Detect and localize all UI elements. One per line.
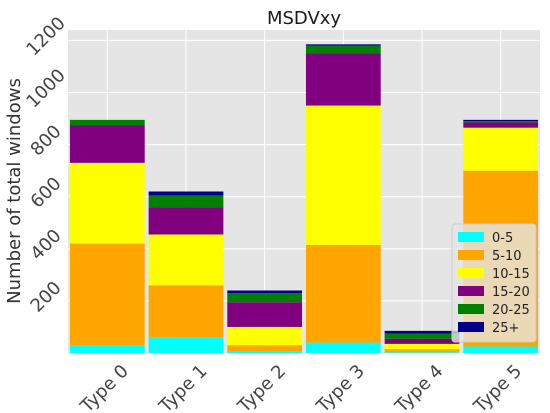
legend-swatch — [458, 322, 484, 332]
y-tick-label: 600 — [27, 173, 66, 212]
chart-title: MSDVxy — [267, 8, 341, 29]
legend: 0-5 5-10 10-15 15-20 20-25 25+ — [451, 223, 537, 343]
bar-segment — [69, 345, 145, 353]
bar-segment — [227, 351, 303, 353]
bar-segment — [463, 121, 539, 123]
legend-label: 10-15 — [492, 267, 530, 282]
bar-segment — [69, 243, 145, 346]
bar-segment — [384, 349, 460, 353]
bar-segment — [148, 285, 224, 338]
bar-segment — [305, 44, 381, 46]
bar-segment — [227, 302, 303, 327]
x-tick-label: Type 0 — [76, 361, 133, 413]
bar-segment — [463, 119, 539, 122]
bar-segment — [305, 45, 381, 54]
legend-swatch — [458, 268, 484, 278]
x-tick-label: Type 3 — [312, 361, 369, 413]
bar-segment — [384, 338, 460, 344]
y-tick-label: 200 — [27, 277, 66, 316]
x-tick-labels: Type 0 Type 1 Type 2 Type 3 Type 4 Type 5 — [76, 361, 526, 413]
bar-segment — [463, 127, 539, 171]
y-tick-label: 800 — [27, 121, 66, 160]
legend-label: 25+ — [492, 321, 519, 336]
bar-segment — [148, 195, 224, 208]
bar-segment — [384, 333, 460, 339]
legend-swatch — [458, 286, 484, 296]
bar-segment — [227, 345, 303, 352]
bar-segment — [305, 105, 381, 245]
bar-segment — [463, 122, 539, 128]
bar-segment — [69, 119, 145, 126]
bar-segment — [384, 330, 460, 334]
bar-segment — [227, 290, 303, 294]
y-tick-label: 1200 — [22, 13, 69, 60]
bar-segment — [305, 244, 381, 343]
bar-segment — [148, 191, 224, 196]
legend-label: 0-5 — [492, 231, 513, 246]
y-tick-label: 1000 — [22, 65, 69, 112]
bar-segment — [148, 207, 224, 235]
legend-swatch — [458, 232, 484, 242]
x-tick-label: Type 1 — [155, 361, 212, 413]
bars-group — [69, 44, 539, 353]
bar-segment — [148, 234, 224, 286]
x-tick-label: Type 5 — [469, 361, 526, 413]
bar-segment — [384, 343, 460, 350]
legend-label: 5-10 — [492, 249, 522, 264]
legend-swatch — [458, 250, 484, 260]
y-tick-labels: 200 400 600 800 1000 1200 — [22, 13, 69, 317]
bar-segment — [148, 337, 224, 353]
y-tick-label: 400 — [27, 225, 66, 264]
y-axis-label: Number of total windows — [4, 78, 25, 304]
legend-swatch — [458, 304, 484, 314]
bar-segment — [384, 352, 460, 353]
bar-segment — [69, 125, 145, 163]
bar-segment — [227, 326, 303, 346]
legend-label: 20-25 — [492, 303, 530, 318]
x-tick-label: Type 4 — [391, 361, 448, 413]
legend-label: 15-20 — [492, 285, 530, 300]
bar-segment — [227, 293, 303, 303]
bar-segment — [463, 346, 539, 353]
bar-segment — [305, 342, 381, 353]
bar-segment — [305, 53, 381, 106]
bar-segment — [69, 162, 145, 244]
x-tick-label: Type 2 — [233, 361, 290, 413]
